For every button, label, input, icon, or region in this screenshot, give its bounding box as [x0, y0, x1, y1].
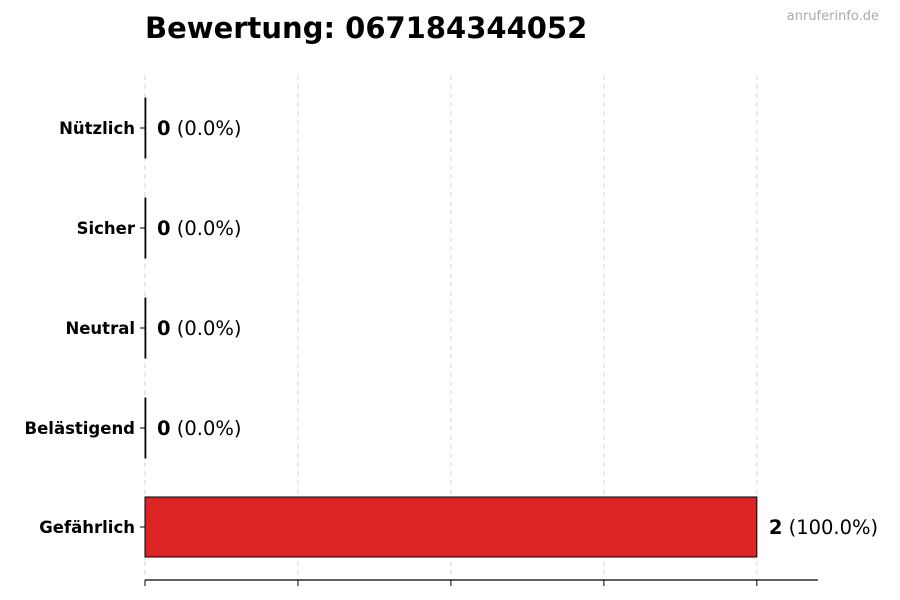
watermark: anruferinfo.de [786, 9, 879, 24]
data-label-value: 0 [157, 417, 171, 440]
data-label-percent: (0.0%) [171, 417, 242, 440]
data-label: 0 (0.0%) [157, 217, 242, 240]
bar-4 [144, 496, 758, 558]
data-label: 0 (0.0%) [157, 317, 242, 340]
data-label: 0 (0.0%) [157, 417, 242, 440]
data-label-value: 0 [157, 117, 171, 140]
data-label-percent: (0.0%) [171, 217, 242, 240]
data-label-percent: (0.0%) [171, 317, 242, 340]
data-label-value: 0 [157, 217, 171, 240]
data-label-percent: (0.0%) [171, 117, 242, 140]
y-tick-label: Sicher [77, 219, 136, 238]
bar-2 [144, 297, 147, 359]
bar-0 [144, 97, 147, 159]
bar-3 [144, 397, 147, 459]
chart-title: Bewertung: 067184344052 [145, 11, 588, 45]
data-label: 0 (0.0%) [157, 117, 242, 140]
y-tick-label: Nützlich [59, 119, 135, 138]
y-tick-label: Gefährlich [39, 518, 135, 537]
data-label: 2 (100.0%) [769, 516, 878, 539]
bar-1 [144, 197, 147, 259]
data-label-value: 2 [769, 516, 783, 539]
y-tick-label: Belästigend [25, 419, 135, 438]
data-label-percent: (100.0%) [782, 516, 878, 539]
data-label-value: 0 [157, 317, 171, 340]
y-tick-label: Neutral [65, 319, 135, 338]
